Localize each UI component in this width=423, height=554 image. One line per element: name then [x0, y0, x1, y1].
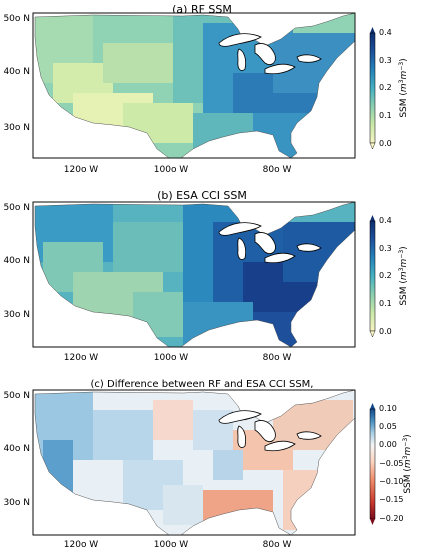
lon-tick-label: 80o W [263, 353, 292, 363]
colorbar-label: SSM (m3m−3) [398, 58, 409, 117]
colorbar: 0.10 0.05 0.00 −0.05 −0.10 −0.15 −0.20 S… [369, 403, 413, 525]
colorbar-tick: 0.0 [379, 327, 392, 336]
lon-tick-label: 120o W [64, 165, 99, 175]
colorbar-tick: −0.05 [379, 459, 404, 468]
lat-tick-label: 30o N [3, 310, 30, 320]
colorbar-tick: 0.0 [379, 139, 392, 148]
colorbar-tick: 0.1 [379, 299, 392, 308]
lat-tick-label: 40o N [3, 67, 30, 77]
lat-tick-label: 40o N [3, 444, 30, 454]
colorbar-tick: −0.20 [379, 514, 404, 523]
panel-a: (a) RF SSM 50o N 40o [3, 3, 409, 175]
lon-tick-label: 100o W [154, 165, 189, 175]
colorbar-tick: 0.10 [379, 404, 397, 413]
panel-title: (b) ESA CCI SSM [157, 189, 247, 202]
lat-tick-label: 50o N [3, 203, 30, 213]
colorbar-tick: −0.15 [379, 495, 404, 504]
lat-tick-label: 30o N [3, 123, 30, 133]
lon-tick-label: 120o W [64, 540, 99, 550]
panel-c: (c) Difference between RF and ESA CCI SS… [3, 379, 413, 550]
colorbar-tick: −0.10 [379, 477, 404, 486]
colorbar-tick: 0.2 [379, 83, 392, 92]
colorbar-tick: 0.4 [379, 28, 392, 37]
lat-tick-label: 30o N [3, 498, 30, 508]
lon-tick-label: 80o W [263, 165, 292, 175]
colorbar: 0.4 0.3 0.2 0.1 0.0 SSM (m3m−3) [369, 215, 409, 338]
colorbar-tick: 0.2 [379, 271, 392, 280]
colorbar-label: SSM (m3m−3) [402, 434, 413, 493]
panel-b: (b) ESA CCI SSM 50o N 40o [3, 189, 409, 363]
lat-tick-label: 50o N [3, 14, 30, 24]
colorbar-tick: 0.05 [379, 422, 397, 431]
colorbar: 0.4 0.3 0.2 0.1 0.0 SSM (m3m−3) [369, 27, 409, 150]
lat-tick-label: 40o N [3, 256, 30, 266]
colorbar-tick: 0.3 [379, 244, 392, 253]
colorbar-tick: 0.4 [379, 216, 392, 225]
lon-tick-label: 120o W [64, 353, 99, 363]
lon-tick-label: 80o W [263, 540, 292, 550]
colorbar-tick: 0.3 [379, 56, 392, 65]
colorbar-label: SSM (m3m−3) [398, 246, 409, 305]
lon-tick-label: 100o W [154, 353, 189, 363]
panel-title: (c) Difference between RF and ESA CCI SS… [91, 379, 314, 390]
colorbar-tick: 0.00 [379, 440, 397, 449]
colorbar-tick: 0.1 [379, 111, 392, 120]
lon-tick-label: 100o W [154, 540, 189, 550]
lat-tick-label: 50o N [3, 391, 30, 401]
